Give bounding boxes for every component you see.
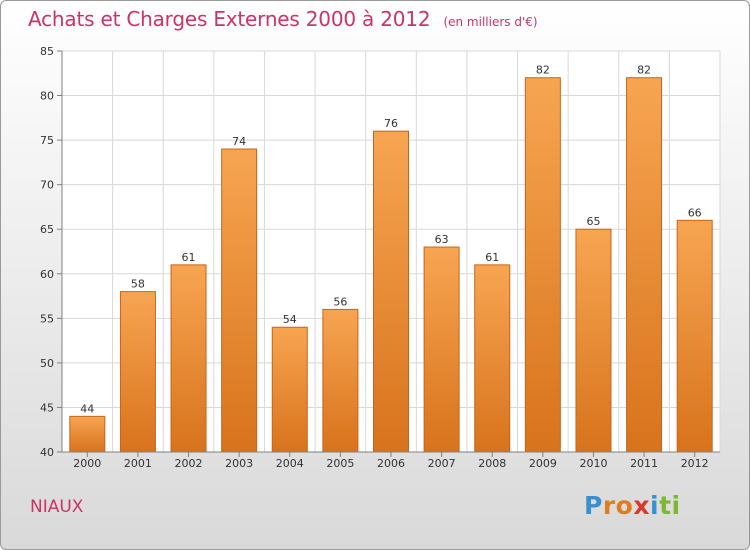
y-tick-label: 55 (40, 312, 54, 325)
logo-letter: i (650, 491, 660, 520)
y-tick-label: 50 (40, 357, 54, 370)
axes (57, 50, 720, 457)
proxiti-logo: Proxiti (584, 491, 681, 520)
x-tick-label: 2005 (326, 457, 354, 470)
y-tick-label: 40 (40, 446, 54, 459)
logo-letter: x (633, 491, 650, 520)
x-tick-label: 2004 (276, 457, 304, 470)
x-tick-label: 2000 (73, 457, 101, 470)
y-tick-label: 80 (40, 90, 54, 103)
x-tick-label: 2010 (579, 457, 607, 470)
bar (423, 246, 460, 453)
bar (575, 228, 612, 453)
y-tick-label: 60 (40, 268, 54, 281)
chart-subtitle: (en milliers d'€) (443, 15, 538, 29)
bar (119, 291, 156, 453)
x-tick-label: 2006 (377, 457, 405, 470)
bar (322, 308, 359, 453)
data-label: 54 (283, 313, 297, 326)
data-label: 82 (637, 64, 651, 77)
data-label: 82 (536, 64, 550, 77)
chart-title: Achats et Charges Externes 2000 à 2012 (28, 7, 431, 31)
labels: 40 45 50 55 60 65 70 75 80 85 44 2000 58 2001 61 2002 74… (40, 45, 709, 470)
data-label: 74 (232, 135, 246, 148)
bar (271, 326, 308, 453)
bars (69, 77, 713, 453)
data-label: 76 (384, 117, 398, 130)
logo-letter: t (659, 491, 672, 520)
bar (524, 77, 561, 453)
bar (474, 264, 511, 453)
logo-letter: o (615, 491, 634, 520)
x-tick-label: 2008 (478, 457, 506, 470)
data-label: 61 (485, 251, 499, 264)
bar (676, 219, 713, 453)
y-tick-label: 45 (40, 401, 54, 414)
data-label: 63 (435, 233, 449, 246)
x-tick-label: 2002 (175, 457, 203, 470)
data-label: 58 (131, 278, 145, 291)
commune-name: NIAUX (30, 497, 84, 517)
y-tick-label: 75 (40, 134, 54, 147)
title-block: Achats et Charges Externes 2000 à 2012 (… (28, 7, 538, 31)
logo-letter: P (584, 491, 603, 520)
bar (221, 148, 258, 453)
bar (69, 415, 106, 453)
bar (626, 77, 663, 453)
logo-letter: r (602, 491, 616, 520)
bar (373, 130, 409, 453)
data-label: 61 (182, 251, 196, 264)
data-label: 66 (688, 206, 702, 219)
y-tick-label: 85 (40, 45, 54, 58)
x-tick-label: 2009 (529, 457, 557, 470)
x-tick-label: 2011 (630, 457, 658, 470)
logo-letter: i (671, 491, 681, 520)
x-tick-label: 2007 (428, 457, 456, 470)
data-label: 56 (333, 295, 347, 308)
bar (170, 264, 207, 453)
x-tick-label: 2003 (225, 457, 253, 470)
x-tick-label: 2012 (681, 457, 709, 470)
data-label: 65 (586, 215, 600, 228)
y-tick-label: 70 (40, 179, 54, 192)
y-tick-label: 65 (40, 223, 54, 236)
x-tick-label: 2001 (124, 457, 152, 470)
data-label: 44 (80, 402, 94, 415)
